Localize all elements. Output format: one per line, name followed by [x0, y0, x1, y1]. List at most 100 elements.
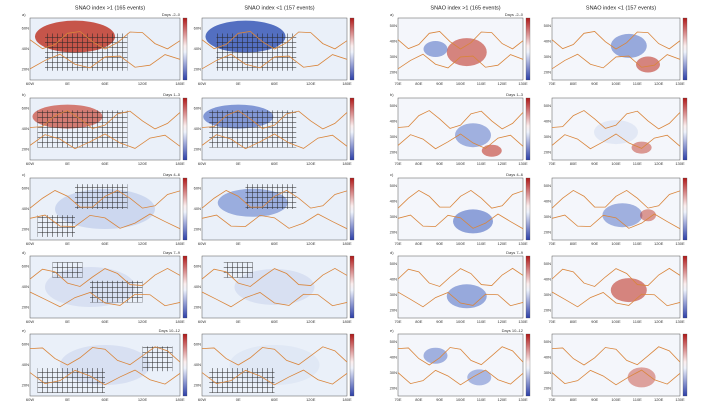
map-panel: 50N 40N 30N 20N 70E 80E 90E 100E 110E 120E 130E c) D… — [390, 172, 531, 246]
lat-label: 20N — [22, 67, 29, 72]
map-content — [30, 262, 180, 308]
lon-label: 120E — [497, 161, 507, 166]
lon-label: 60E — [271, 319, 278, 324]
lon-label: 100E — [456, 81, 466, 86]
lat-label: 60N — [22, 105, 29, 110]
anomaly-area — [610, 278, 647, 303]
lat-label: 60N — [194, 25, 201, 30]
lat-label: 40N — [194, 362, 201, 367]
map-content — [552, 267, 680, 308]
lon-label: 80E — [415, 241, 422, 246]
significance-hatch — [245, 184, 297, 209]
coastline — [202, 291, 347, 308]
lon-label: 80E — [415, 81, 422, 86]
lat-label: 60N — [22, 341, 29, 346]
map-panel: 50N 40N 30N 20N 70E 80E 90E 100E 110E 120E 130E d) D… — [390, 250, 531, 324]
coastline — [202, 267, 347, 287]
lat-label: 20N — [22, 383, 29, 388]
lon-label: 0E — [236, 161, 241, 166]
coastline — [398, 291, 523, 308]
lon-label: 110E — [633, 397, 642, 402]
lat-label: 60N — [194, 341, 201, 346]
lat-label: 20N — [194, 227, 201, 232]
coastline — [30, 346, 180, 366]
lon-label: 80E — [415, 161, 422, 166]
lon-label: 100E — [611, 241, 621, 246]
lon-label: 120E — [654, 319, 664, 324]
lon-label: 130E — [518, 161, 528, 166]
lon-label: 130E — [675, 319, 685, 324]
column-title: SNAO index <1 (157 events) — [244, 5, 314, 11]
lat-label: 40N — [390, 118, 397, 123]
lon-label: 180E — [342, 161, 352, 166]
map-content — [552, 346, 680, 388]
lat-label: 60N — [22, 25, 29, 30]
lon-label: 130E — [675, 397, 685, 402]
panel-label: a) — [390, 12, 394, 17]
lon-label: 0E — [65, 81, 70, 86]
lon-label: 130E — [518, 319, 528, 324]
map-content — [30, 104, 180, 150]
lat-label: 40N — [194, 206, 201, 211]
map-panel: 60N 40N 20N 60W 0E 60E 120E 180E d) Days 7–9 — [22, 250, 188, 324]
lat-label: 40N — [544, 198, 551, 203]
anomaly-area — [423, 41, 448, 57]
significance-hatch — [90, 280, 143, 303]
lat-label: 50N — [390, 103, 397, 108]
lon-label: 120E — [654, 397, 664, 402]
lon-label: 120E — [306, 397, 316, 402]
lat-label: 40N — [390, 354, 397, 359]
lon-label: 0E — [236, 319, 241, 324]
lat-label: 20N — [194, 67, 201, 72]
lon-label: 60W — [198, 81, 206, 86]
lon-label: 110E — [633, 319, 642, 324]
lon-label: 130E — [518, 81, 528, 86]
lon-label: 60W — [198, 241, 206, 246]
panel-label: b) — [390, 92, 394, 97]
colorbar — [349, 333, 355, 397]
lat-label: 20N — [544, 229, 551, 234]
lon-label: 90E — [591, 241, 598, 246]
lon-label: 60W — [26, 319, 34, 324]
lon-label: 60E — [271, 241, 278, 246]
lon-label: 90E — [436, 319, 443, 324]
map-content — [202, 20, 347, 71]
lon-label: 180E — [175, 397, 185, 402]
coastline — [398, 189, 523, 209]
map-panel: 50N 40N 30N 20N 70E 80E 90E 100E 110E 120E 130E — [544, 17, 688, 86]
coastline — [398, 110, 523, 130]
map-panel: 60N 40N 20N 60W 0E 60E 120E 180E — [194, 177, 355, 246]
significance-hatch — [216, 33, 297, 71]
coastline — [552, 31, 680, 50]
colorbar — [182, 255, 188, 319]
lat-label: 20N — [194, 383, 201, 388]
colorbar — [182, 17, 188, 81]
lon-label: 0E — [236, 241, 241, 246]
map-panel: 50N 40N 30N 20N 70E 80E 90E 100E 110E 120E 130E a) D… — [390, 12, 531, 86]
colorbar — [349, 177, 355, 241]
lon-label: 90E — [436, 161, 443, 166]
coastline — [398, 53, 523, 70]
significance-hatch — [209, 368, 275, 393]
lon-label: 100E — [456, 319, 466, 324]
lat-label: 20N — [194, 147, 201, 152]
lon-label: 110E — [477, 319, 486, 324]
lat-label: 40N — [390, 276, 397, 281]
lat-label: 20N — [390, 385, 397, 390]
colorbar — [682, 333, 688, 397]
lat-label: 50N — [390, 23, 397, 28]
coastline — [398, 369, 523, 386]
days-label: Days 1–3 — [506, 92, 524, 97]
lon-label: 120E — [138, 397, 148, 402]
lon-label: 0E — [65, 161, 70, 166]
lat-label: 60N — [22, 263, 29, 268]
lon-label: 120E — [306, 319, 316, 324]
lon-label: 90E — [591, 397, 598, 402]
lat-label: 40N — [22, 206, 29, 211]
colorbar — [525, 177, 531, 241]
coastline — [398, 267, 523, 287]
map-background — [551, 333, 681, 397]
lon-label: 90E — [591, 81, 598, 86]
days-label: Days -2–0 — [162, 12, 181, 17]
coastline — [552, 189, 680, 209]
